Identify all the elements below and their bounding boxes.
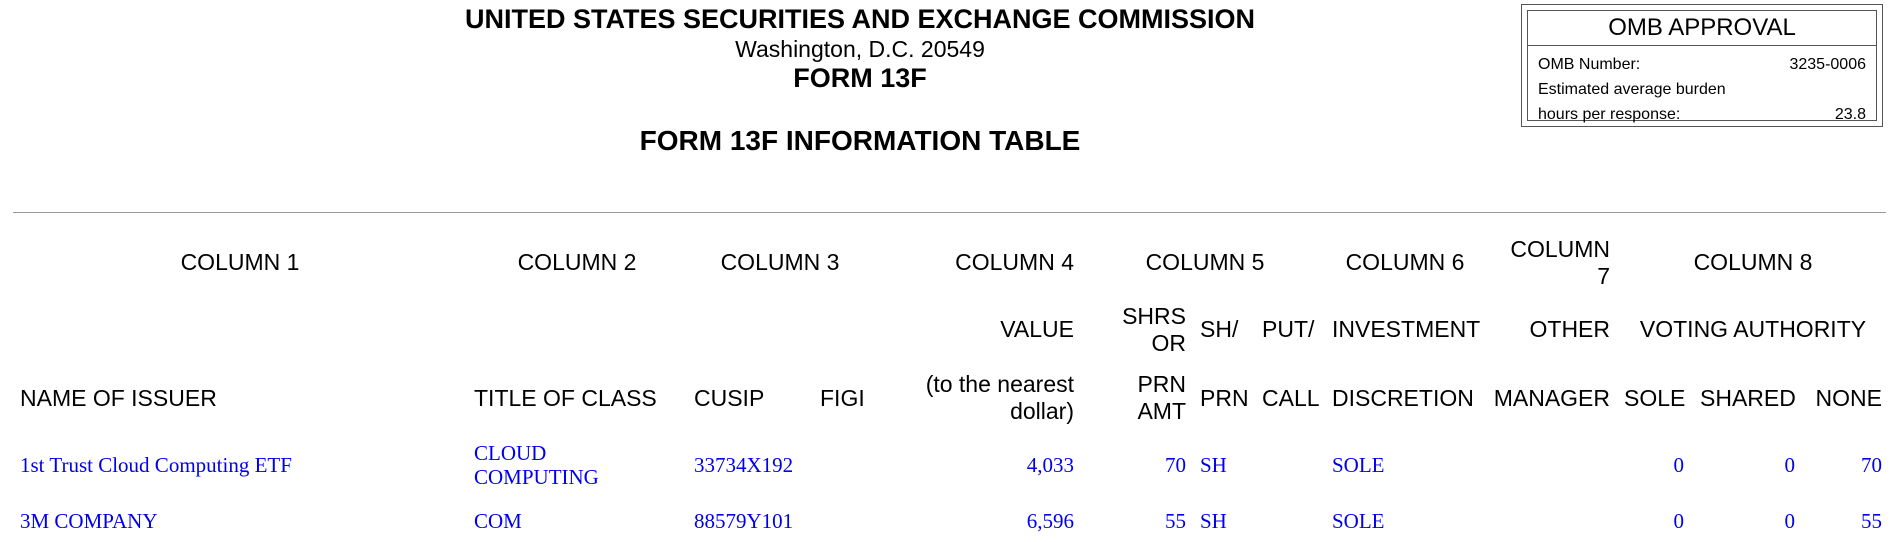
column-7-header-line2: 7 <box>1597 263 1610 289</box>
column-7-header-line1: COLUMN <box>1510 236 1610 262</box>
name-of-issuer-header: NAME OF ISSUER <box>20 385 217 411</box>
voting-authority-header: VOTING AUTHORITY <box>1639 316 1867 342</box>
discretion-header: DISCRETION <box>1332 385 1474 411</box>
omb-number-row: OMB Number: 3235-0006 <box>1538 53 1866 77</box>
column-2-header: COLUMN 2 <box>517 249 637 275</box>
omb-approval-title: OMB APPROVAL <box>1528 11 1876 46</box>
shared-header: SHARED <box>1700 385 1796 411</box>
sh-header: SH/ <box>1200 316 1239 342</box>
agency-address: Washington, D.C. 20549 <box>735 36 985 62</box>
figi-header: FIGI <box>820 385 865 411</box>
investment-header: INVESTMENT <box>1332 316 1481 342</box>
omb-burden-row-2: hours per response: 23.8 <box>1538 103 1866 127</box>
shares-amount[interactable]: 70 <box>1165 453 1186 477</box>
omb-burden-label-2: hours per response: <box>1538 106 1681 123</box>
omb-burden-row-1: Estimated average burden <box>1538 78 1866 102</box>
cusip[interactable]: 33734X192 <box>694 453 794 477</box>
other-header: OTHER <box>1529 316 1611 342</box>
put-header: PUT/ <box>1262 316 1315 342</box>
voting-shared[interactable]: 0 <box>1784 453 1796 477</box>
voting-none[interactable]: 55 <box>1861 509 1882 533</box>
cusip[interactable]: 88579Y101 <box>694 509 794 533</box>
voting-none[interactable]: 70 <box>1861 453 1882 477</box>
voting-sole[interactable]: 0 <box>1673 509 1685 533</box>
column-6-header: COLUMN 6 <box>1345 249 1465 275</box>
header-divider <box>13 212 1886 213</box>
issuer-name[interactable]: 1st Trust Cloud Computing ETF <box>20 453 292 477</box>
omb-approval-inner: OMB APPROVAL OMB Number: 3235-0006 Estim… <box>1527 10 1877 123</box>
title-of-class[interactable]: COM <box>474 509 522 533</box>
issuer-name[interactable]: 3M COMPANY <box>20 509 158 533</box>
investment-discretion[interactable]: SOLE <box>1332 509 1385 533</box>
column-8-header: COLUMN 8 <box>1693 249 1813 275</box>
title-of-class-line2[interactable]: COMPUTING <box>474 465 599 489</box>
sole-header: SOLE <box>1624 385 1686 411</box>
column-1-header: COLUMN 1 <box>180 249 300 275</box>
voting-sole[interactable]: 0 <box>1673 453 1685 477</box>
cusip-header: CUSIP <box>694 385 765 411</box>
table-title: FORM 13F INFORMATION TABLE <box>639 125 1081 156</box>
omb-burden-label-1: Estimated average burden <box>1538 81 1726 98</box>
column-3-header: COLUMN 3 <box>720 249 840 275</box>
voting-shared[interactable]: 0 <box>1784 509 1796 533</box>
sh-prn-type[interactable]: SH <box>1200 453 1227 477</box>
market-value[interactable]: 6,596 <box>1026 509 1074 533</box>
investment-discretion[interactable]: SOLE <box>1332 453 1385 477</box>
nearest-dollar-header: (to the nearest dollar) <box>925 371 1074 424</box>
column-4-header: COLUMN 4 <box>955 249 1074 275</box>
prn-header: PRN <box>1200 385 1249 411</box>
agency-title: UNITED STATES SECURITIES AND EXCHANGE CO… <box>464 4 1256 34</box>
market-value[interactable]: 4,033 <box>1026 453 1074 477</box>
call-header: CALL <box>1262 385 1320 411</box>
column-5-header: COLUMN 5 <box>1145 249 1265 275</box>
prn-amt-header: PRN AMT <box>1137 371 1186 424</box>
omb-number-label: OMB Number: <box>1538 56 1641 73</box>
none-header: NONE <box>1815 385 1882 411</box>
omb-approval-box: OMB APPROVAL OMB Number: 3235-0006 Estim… <box>1521 4 1883 127</box>
manager-header: MANAGER <box>1493 385 1610 411</box>
shares-amount[interactable]: 55 <box>1165 509 1186 533</box>
form-name: FORM 13F <box>793 63 927 93</box>
value-header: VALUE <box>1000 316 1074 342</box>
omb-burden-value: 23.8 <box>1834 106 1866 123</box>
title-of-class[interactable]: CLOUD <box>474 441 547 465</box>
omb-number-value: 3235-0006 <box>1789 56 1866 73</box>
title-of-class-header: TITLE OF CLASS <box>474 385 657 411</box>
sh-prn-type[interactable]: SH <box>1200 509 1227 533</box>
shrs-or-header: SHRS OR <box>1122 303 1186 356</box>
